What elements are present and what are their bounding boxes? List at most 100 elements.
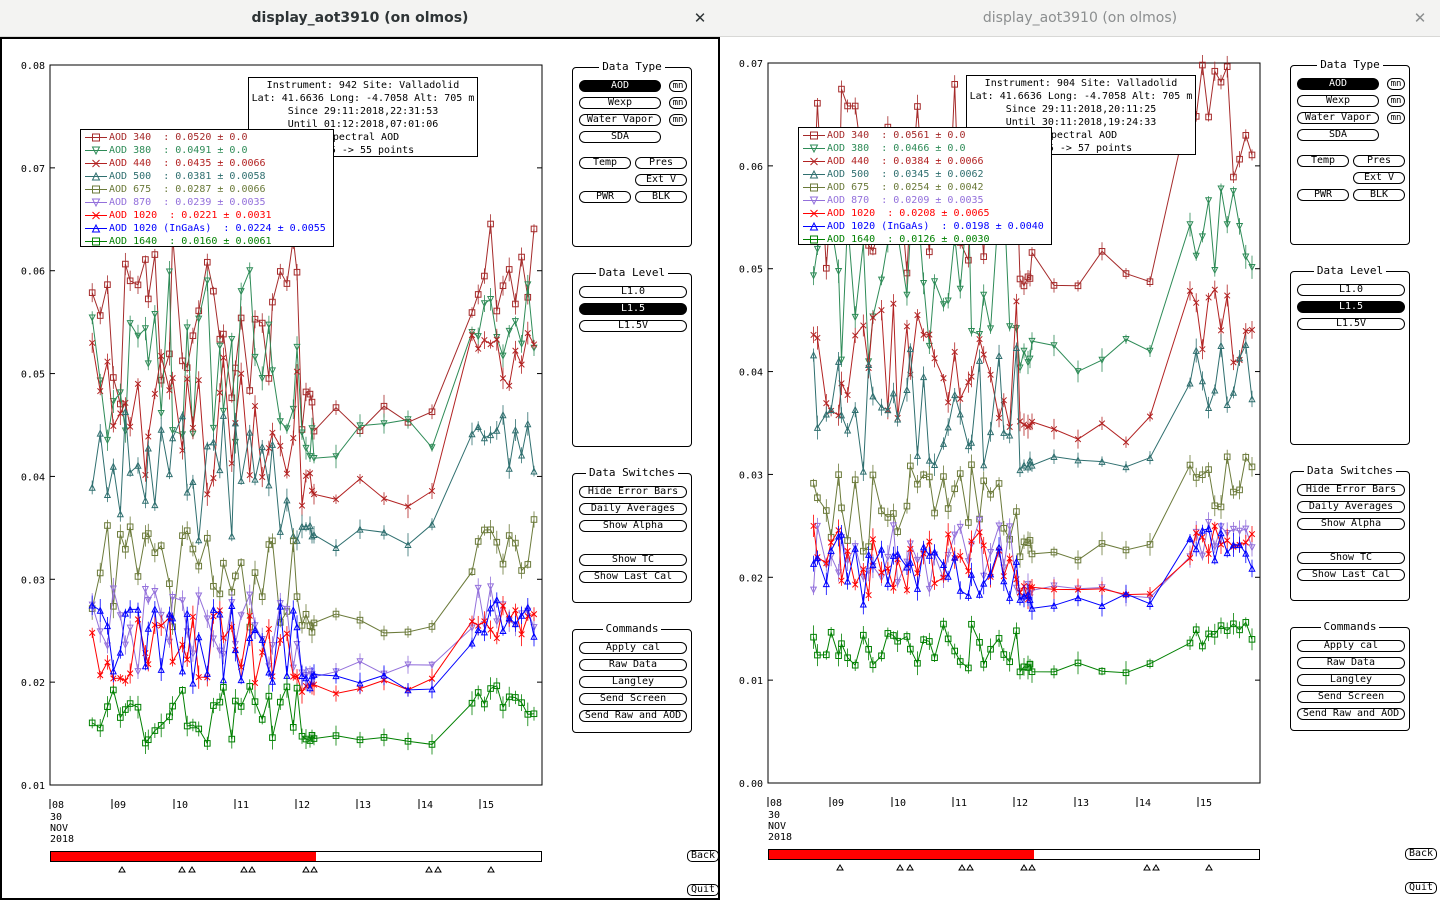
water-vapor-button[interactable]: Water Vapor <box>579 114 661 126</box>
legend-marker-icon <box>85 159 107 168</box>
aod-mn-button[interactable]: mn <box>669 80 687 92</box>
send-screen-button[interactable]: Send Screen <box>1297 691 1405 703</box>
show-last-cal-button[interactable]: Show Last Cal <box>1297 569 1405 581</box>
close-icon[interactable]: ✕ <box>693 9 707 27</box>
ext-v-button[interactable]: Ext V <box>1353 172 1405 184</box>
data-point <box>980 253 988 260</box>
sda-button[interactable]: SDA <box>579 131 661 143</box>
show-alpha-button[interactable]: Show Alpha <box>1297 518 1405 530</box>
send-raw-and-aod-button[interactable]: Send Raw and AOD <box>579 710 687 722</box>
level-l15-button[interactable]: L1.5 <box>1297 301 1405 313</box>
data-point <box>506 382 513 389</box>
aod-button[interactable]: AOD <box>1297 78 1379 90</box>
apply-cal-button[interactable]: Apply cal <box>579 642 687 654</box>
y-tick-label: 0.02 <box>21 678 45 689</box>
pwr-button[interactable]: PWR <box>579 191 631 203</box>
data-point <box>151 587 159 596</box>
langley-button[interactable]: Langley <box>1297 674 1405 686</box>
wexp-button[interactable]: Wexp <box>579 97 661 109</box>
quit-button[interactable]: Quit <box>687 884 718 896</box>
send-screen-button[interactable]: Send Screen <box>579 693 687 705</box>
data-point <box>237 703 245 710</box>
blk-button[interactable]: BLK <box>1353 189 1405 201</box>
level-l15v-button[interactable]: L1.5V <box>1297 318 1405 330</box>
data-point <box>1028 461 1036 469</box>
data-point <box>302 610 310 618</box>
data-point <box>110 603 117 610</box>
pres-button[interactable]: Pres <box>1353 155 1405 167</box>
hide-error-bars-button[interactable]: Hide Error Bars <box>579 486 687 498</box>
hide-error-bars-button[interactable]: Hide Error Bars <box>1297 484 1405 496</box>
data-point <box>903 385 911 394</box>
back-button[interactable]: Back <box>687 850 718 862</box>
data-point <box>976 639 983 646</box>
show-tc-button[interactable]: Show TC <box>579 554 687 566</box>
wexp-mn-button[interactable]: mn <box>669 97 687 109</box>
temp-button[interactable]: Temp <box>1297 155 1349 167</box>
data-point <box>276 418 284 426</box>
aod-button[interactable]: AOD <box>579 80 661 92</box>
data-point <box>968 620 975 628</box>
water-vapor-mn-button[interactable]: mn <box>669 114 687 126</box>
send-raw-and-aod-button[interactable]: Send Raw and AOD <box>1297 708 1405 720</box>
langley-button[interactable]: Langley <box>579 676 687 688</box>
window-titlebar[interactable]: display_aot3910 (on olmos) ✕ <box>720 0 1440 37</box>
level-l10-button[interactable]: L1.0 <box>579 286 687 298</box>
data-point <box>844 391 851 399</box>
data-point <box>1230 359 1237 366</box>
date-range-bar[interactable] <box>768 849 1260 860</box>
data-point <box>468 639 476 647</box>
show-tc-button[interactable]: Show TC <box>1297 552 1405 564</box>
data-point <box>195 376 202 384</box>
water-vapor-button[interactable]: Water Vapor <box>1297 112 1379 124</box>
data-point <box>178 597 187 605</box>
data-point <box>823 507 830 514</box>
close-icon[interactable]: ✕ <box>1413 9 1427 27</box>
pres-button[interactable]: Pres <box>635 157 687 169</box>
back-button[interactable]: Back <box>1405 848 1437 860</box>
date-range-bar[interactable] <box>50 851 542 862</box>
data-point <box>987 645 994 653</box>
level-l15v-button[interactable]: L1.5V <box>579 320 687 332</box>
data-point <box>493 618 501 626</box>
data-point <box>210 582 217 590</box>
legend-value: 0.0221 ± 0.0031 <box>181 210 272 221</box>
data-point <box>986 325 995 333</box>
data-point <box>512 347 519 354</box>
data-point <box>844 102 851 110</box>
data-point <box>940 375 947 382</box>
wexp-button[interactable]: Wexp <box>1297 95 1379 107</box>
data-point <box>884 553 892 562</box>
data-point <box>228 532 236 540</box>
apply-cal-button[interactable]: Apply cal <box>1297 640 1405 652</box>
data-point <box>810 633 817 641</box>
data-point <box>237 612 245 620</box>
wexp-mn-button[interactable]: mn <box>1387 95 1405 107</box>
blk-button[interactable]: BLK <box>635 191 687 203</box>
data-point <box>913 451 922 459</box>
window-titlebar[interactable]: display_aot3910 (on olmos) ✕ <box>0 0 720 37</box>
water-vapor-mn-button[interactable]: mn <box>1387 112 1405 124</box>
data-point <box>965 567 972 575</box>
aod-mn-button[interactable]: mn <box>1387 78 1405 90</box>
pwr-button[interactable]: PWR <box>1297 189 1349 201</box>
data-point <box>980 477 988 485</box>
daily-averages-button[interactable]: Daily Averages <box>1297 501 1405 513</box>
quit-button[interactable]: Quit <box>1405 882 1437 894</box>
data-point <box>1248 636 1256 643</box>
sda-button[interactable]: SDA <box>1297 129 1379 141</box>
show-last-cal-button[interactable]: Show Last Cal <box>579 571 687 583</box>
level-l15-button[interactable]: L1.5 <box>579 303 687 315</box>
measurement-marker-icon <box>1152 864 1160 871</box>
raw-data-button[interactable]: Raw Data <box>579 659 687 671</box>
legend-entry: AOD 1020 (InGaAs) : 0.0198 ± 0.0040 <box>801 220 1051 233</box>
instrument-info-box: Instrument: 942 Site: Valladolid Lat: 41.… <box>248 77 478 157</box>
measurement-marker-icon <box>906 864 914 871</box>
show-alpha-button[interactable]: Show Alpha <box>579 520 687 532</box>
raw-data-button[interactable]: Raw Data <box>1297 657 1405 669</box>
level-l10-button[interactable]: L1.0 <box>1297 284 1405 296</box>
ext-v-button[interactable]: Ext V <box>635 174 687 186</box>
daily-averages-button[interactable]: Daily Averages <box>579 503 687 515</box>
data-point <box>88 719 96 727</box>
temp-button[interactable]: Temp <box>579 157 631 169</box>
